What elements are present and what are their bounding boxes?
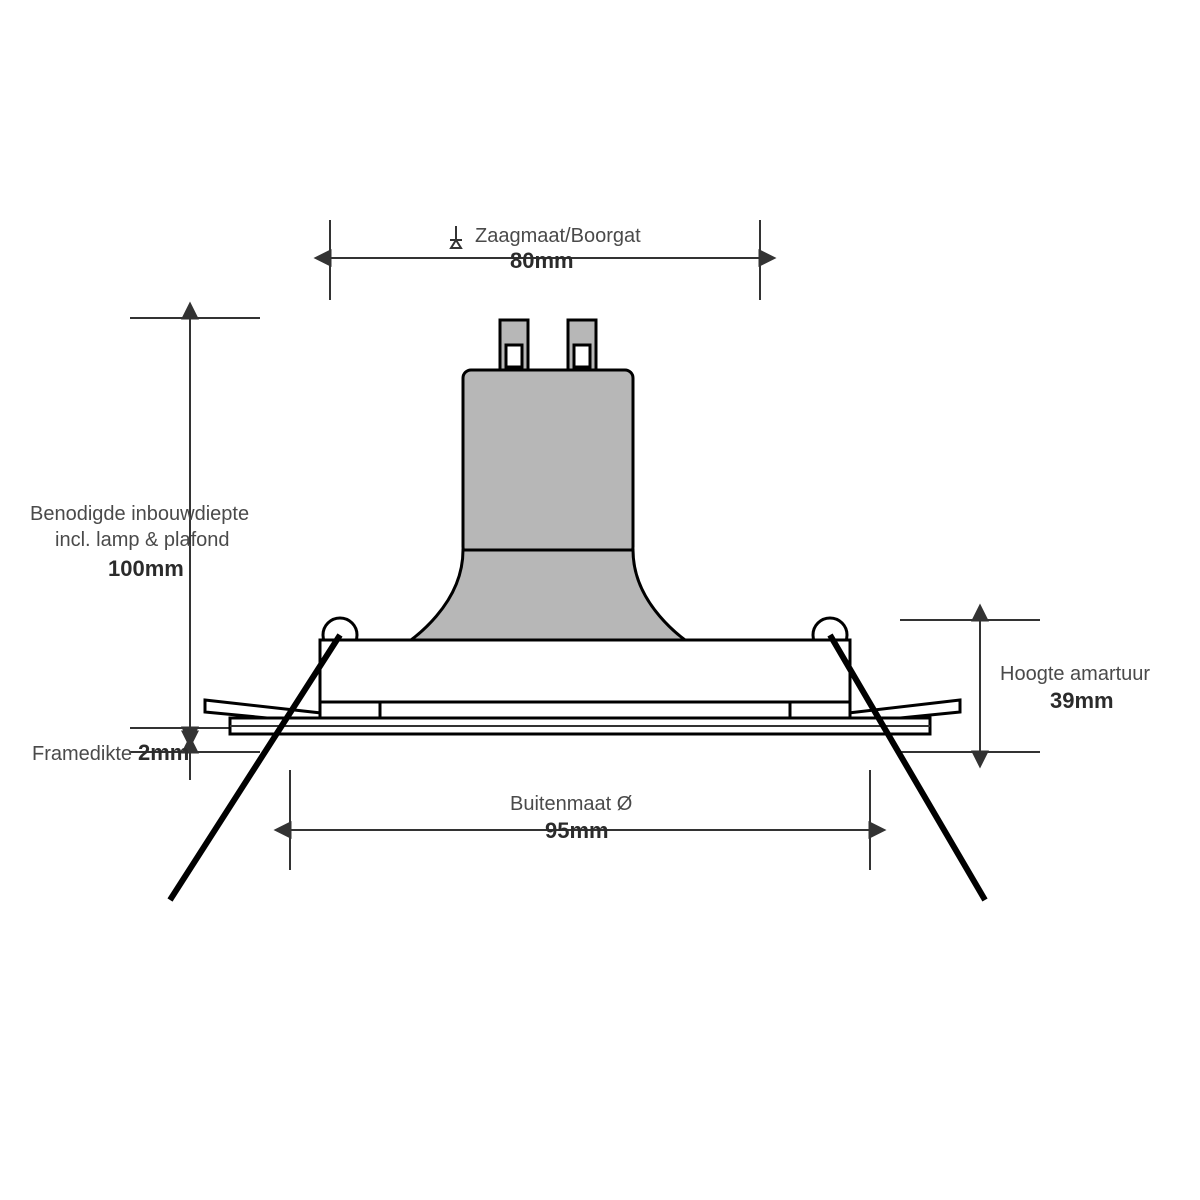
tech-drawing: Zaagmaat/Boorgat 80mm Benodigde inbouwdi… [0,0,1200,1200]
spring-right [830,635,985,900]
cut-hole-label: Zaagmaat/Boorgat [475,225,641,247]
lip-right [790,702,850,718]
height-label: Hoogte amartuur [1000,663,1150,685]
dim-cut-hole: Zaagmaat/Boorgat 80mm [330,220,760,300]
cut-hole-value: 80mm [510,248,574,273]
outer-label: Buitenmaat Ø [510,793,632,815]
spring-left [170,635,340,900]
depth-label-1: Benodigde inbouwdiepte [30,503,249,525]
depth-label-2: incl. lamp & plafond [55,529,230,551]
bulb-body [463,370,633,555]
lip-left [320,702,380,718]
dim-outer: Buitenmaat Ø 95mm [290,770,870,870]
dim-depth: Benodigde inbouwdiepte incl. lamp & plaf… [30,318,260,728]
dim-height: Hoogte amartuur 39mm [900,620,1150,752]
frame-label: Framedikte [32,743,132,765]
housing [320,640,850,702]
depth-value: 100mm [108,556,184,581]
drill-icon [450,226,462,248]
frame-value: 2mm [138,740,189,765]
outer-value: 95mm [545,818,609,843]
height-value: 39mm [1050,688,1114,713]
